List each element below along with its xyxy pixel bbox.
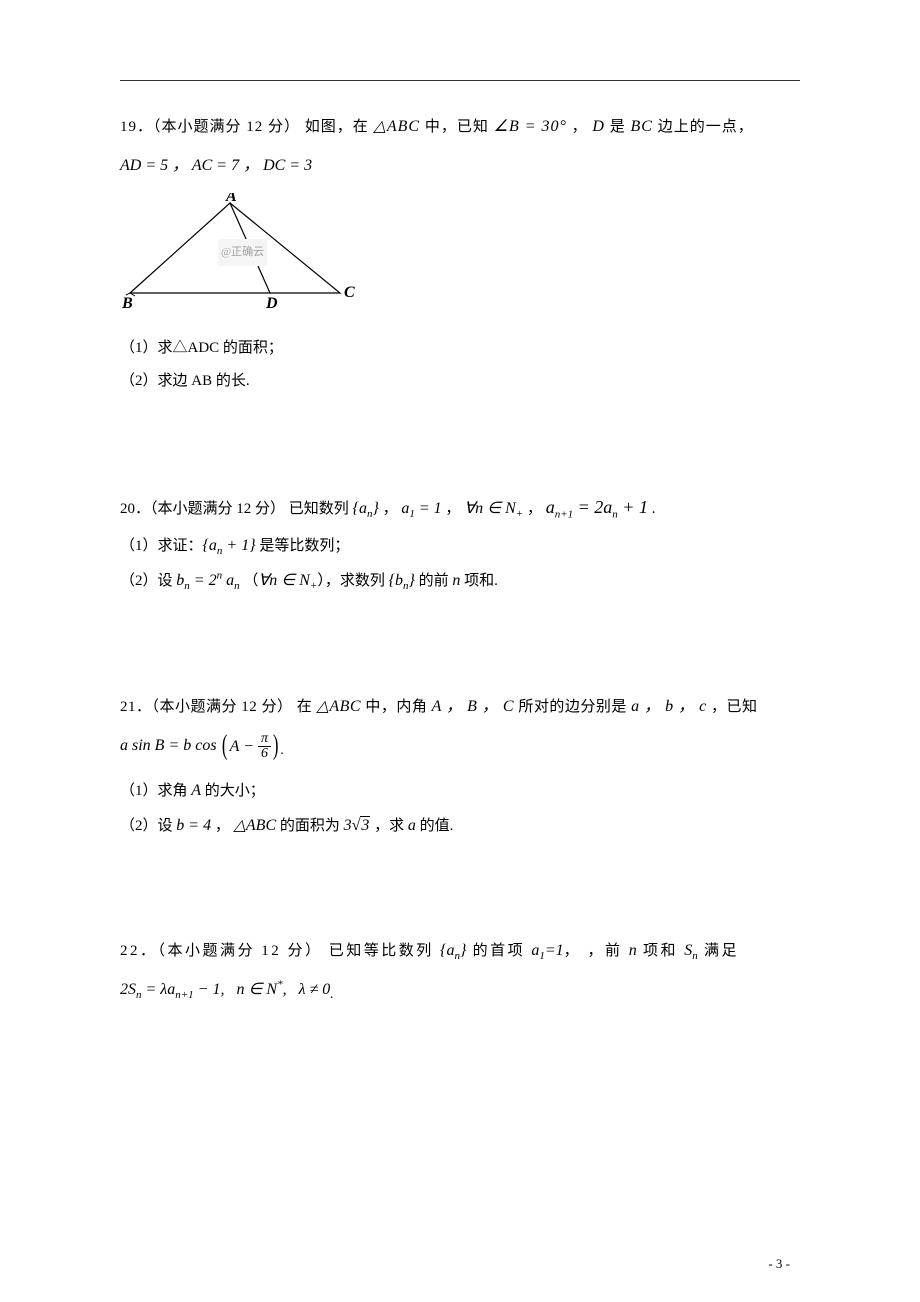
top-rule xyxy=(120,80,800,81)
p19-sub2: （2）求边 AB 的长. xyxy=(120,365,800,398)
p21-sub2: （2）设 b = 4 ， △ABC 的面积为 33 ，求 a 的值. xyxy=(120,808,800,843)
p21-equation: a sin B = b cos (A − π6). xyxy=(120,728,800,767)
problem-22: 22．（本小题满分 12 分） 已知等比数列 {an} 的首项 a1=1， ，前… xyxy=(120,933,800,1011)
p19-sub1: （1）求△ADC 的面积； xyxy=(120,332,800,365)
triangle-figure: A B D C @正确云 xyxy=(120,193,800,326)
p22-stem: 22．（本小题满分 12 分） 已知等比数列 {an} 的首项 a1=1， ，前… xyxy=(120,933,800,968)
p20-sub1: （1）求证：{an + 1} 是等比数列； xyxy=(120,528,800,563)
vertex-c-label: C xyxy=(344,284,355,301)
p20-sub2: （2）设 bn = 2n an （∀n ∈ N+），求数列 {bn} 的前 n … xyxy=(120,563,800,598)
vertex-d-label: D xyxy=(265,295,278,312)
p20-stem: 20．（本小题满分 12 分） 已知数列 {an} ， a1 = 1 ， ∀n … xyxy=(120,488,800,528)
p20-number: 20． xyxy=(120,501,150,517)
p19-points: （本小题满分 12 分） xyxy=(153,119,300,135)
p22-equation: 2Sn = λan+1 − 1, n ∈ N*, λ ≠ 0. xyxy=(120,972,800,1011)
vertex-a-label: A xyxy=(225,193,237,205)
problem-19: 19．（本小题满分 12 分） 如图，在 △ABC 中，已知 ∠B = 30° … xyxy=(120,109,800,398)
page-number: - 3 - xyxy=(768,1256,790,1272)
vertex-b-label: B xyxy=(121,295,133,312)
p21-stem: 21．（本小题满分 12 分） 在 △ABC 中，内角 A ， B ， C 所对… xyxy=(120,689,800,724)
problem-21: 21．（本小题满分 12 分） 在 △ABC 中，内角 A ， B ， C 所对… xyxy=(120,689,800,843)
p21-sub1: （1）求角 A 的大小； xyxy=(120,773,800,808)
problem-20: 20．（本小题满分 12 分） 已知数列 {an} ， a1 = 1 ， ∀n … xyxy=(120,488,800,598)
p21-number: 21． xyxy=(120,699,152,715)
p19-number: 19． xyxy=(120,119,153,135)
p22-number: 22． xyxy=(120,943,158,959)
p19-stem: 19．（本小题满分 12 分） 如图，在 △ABC 中，已知 ∠B = 30° … xyxy=(120,109,800,144)
watermark: @正确云 xyxy=(218,239,267,265)
p19-given: AD = 5 ， AC = 7 ， DC = 3 xyxy=(120,148,800,183)
